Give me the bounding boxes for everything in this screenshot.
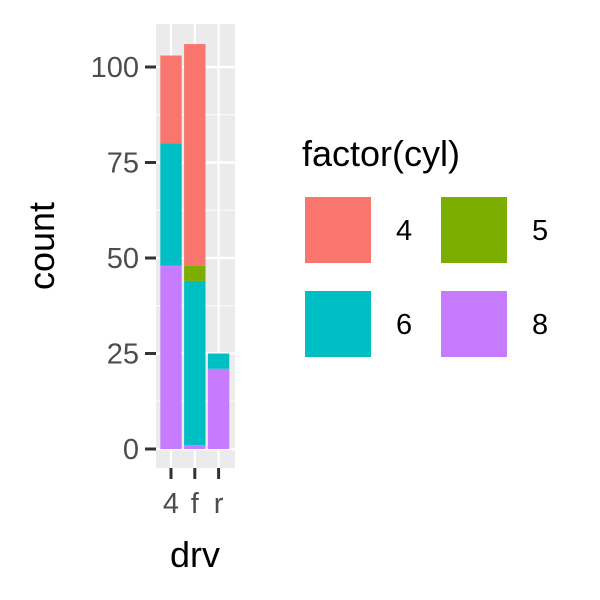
bars [160,44,230,449]
x-tick-label: f [191,488,200,520]
y-tick-label: 50 [107,243,139,275]
bar-segment-4-cyl8 [160,265,182,449]
legend-title: factor(cyl) [302,133,460,174]
bar-segment-f-cyl4 [184,44,206,266]
legend-key-4 [303,195,373,265]
x-axis-title: drv [170,534,220,575]
legend-key-5 [439,195,509,265]
bar-segment-4-cyl4 [160,55,182,144]
y-axis-title: count [21,202,62,290]
bar-segment-f-cyl6 [184,280,206,446]
bar-segment-f-cyl5 [184,265,206,281]
y-tick-label: 0 [123,434,139,466]
legend-label-4: 4 [396,215,412,247]
legend: factor(cyl) 4 5 6 8 [302,133,548,359]
legend-label-8: 8 [532,309,548,341]
bar-segment-r-cyl6 [207,353,230,369]
x-tick-label: 4 [163,488,179,520]
y-axis: 0 25 50 75 100 [91,52,156,466]
legend-key-6 [303,289,373,359]
x-tick-label: r [214,488,224,520]
legend-key-8 [439,289,509,359]
bar-segment-4-cyl6 [160,143,182,266]
bar-segment-r-cyl8 [207,368,230,449]
legend-label-5: 5 [532,215,548,247]
y-tick-label: 100 [91,52,139,84]
y-tick-label: 75 [107,148,139,180]
legend-label-6: 6 [396,309,412,341]
bar-segment-f-cyl8 [184,445,206,449]
y-tick-label: 25 [107,339,139,371]
